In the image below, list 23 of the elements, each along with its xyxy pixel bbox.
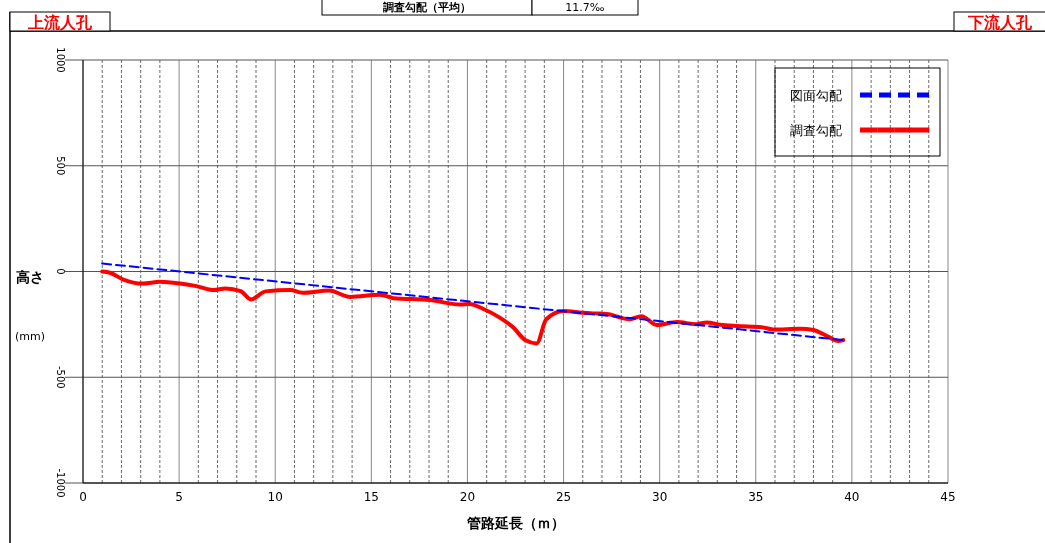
- x-tick-label: 0: [79, 490, 87, 504]
- y-tick-label: -1000: [55, 468, 66, 498]
- x-axis-title: 管路延長（ｍ）: [465, 515, 565, 531]
- x-tick-label: 10: [267, 490, 283, 504]
- legend-label: 図面勾配: [790, 87, 842, 103]
- x-tick-label: 20: [459, 490, 476, 504]
- legend-label: 調査勾配: [790, 122, 842, 138]
- x-tick-label: 5: [175, 490, 183, 504]
- text: 調査勾配（平均）: [383, 1, 471, 14]
- text: 11.7‰: [565, 1, 605, 14]
- text: 高さ (mm): [14, 269, 46, 343]
- x-tick-label: 35: [748, 490, 764, 504]
- y-tick-label: -500: [55, 365, 66, 389]
- x-tick-label: 15: [363, 490, 379, 504]
- x-tick-label: 25: [555, 490, 572, 504]
- y-tick-label: 1000: [55, 47, 66, 73]
- x-tick-label: 30: [652, 490, 668, 504]
- x-tick-label: 45: [940, 490, 956, 504]
- y-tick-label: 500: [55, 156, 66, 176]
- text: 下流人孔: [967, 13, 1033, 32]
- y-tick-label: 0: [55, 268, 66, 275]
- x-tick-label: 40: [844, 490, 860, 504]
- text: 上流人孔: [27, 13, 93, 32]
